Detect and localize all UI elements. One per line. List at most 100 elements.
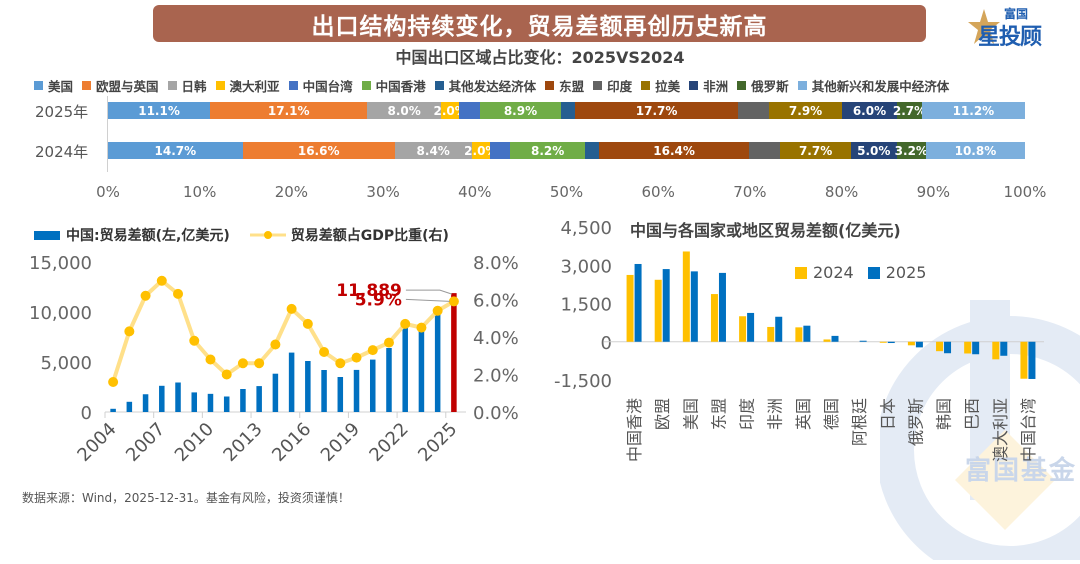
- trade-balance-bar-2025: [663, 269, 670, 342]
- trade-balance-bar-2025: [635, 264, 642, 342]
- x-tick-label: 2007: [122, 419, 169, 466]
- category-label: 中国台湾: [1019, 398, 1038, 462]
- stacked-segment: [561, 102, 575, 119]
- legend-swatch: [641, 81, 650, 90]
- segment-label: 7.9%: [789, 104, 822, 118]
- y-tick-label: 0: [601, 333, 612, 354]
- stacked-segment: 8.4%: [395, 142, 472, 159]
- trade-balance-bar-2024: [908, 342, 915, 346]
- legend-swatch: [798, 81, 807, 90]
- trade-balance-bar-2025: [832, 336, 839, 342]
- trade-balance-bar: [419, 331, 425, 412]
- annotation-leader: [406, 299, 450, 301]
- segment-label: 10.8%: [955, 144, 997, 158]
- legend-label: 印度: [607, 76, 632, 95]
- gdp-ratio-point: [108, 377, 118, 387]
- legend-swatch: [593, 81, 602, 90]
- y-left-tick-label: 5,000: [40, 353, 92, 374]
- trade-balance-bar: [127, 402, 133, 412]
- trade-balance-bar-2024: [936, 342, 943, 351]
- trade-balance-bar-2025: [775, 317, 782, 342]
- gdp-ratio-point: [270, 340, 280, 350]
- stacked-bar-2024: 14.7%16.6%8.4%2.0%8.2%16.4%7.7%5.0%3.2%1…: [108, 142, 1025, 159]
- trade-balance-bar-2025: [1000, 342, 1007, 356]
- category-label: 阿根廷: [850, 398, 869, 446]
- trade-balance-bar-2024: [627, 275, 634, 342]
- x-tick-label: 2022: [365, 419, 412, 466]
- segment-label: 5.0%: [857, 144, 890, 158]
- x-tick-label: 50%: [550, 183, 583, 201]
- stacked-segment: 6.0%: [842, 102, 897, 119]
- stacked-segment: [738, 102, 769, 119]
- legend-label: 美国: [48, 76, 73, 95]
- legend-swatch: [289, 81, 298, 90]
- segment-label: 6.0%: [853, 104, 886, 118]
- legend-label: 东盟: [559, 76, 584, 95]
- gdp-ratio-point: [303, 319, 313, 329]
- trade-balance-bar-2024: [739, 316, 746, 342]
- trade-balance-bar-2025: [972, 342, 979, 354]
- gdp-ratio-point: [238, 358, 248, 368]
- stacked-segment: [749, 142, 780, 159]
- stacked-segment: [585, 142, 599, 159]
- segment-label: 8.9%: [504, 104, 537, 118]
- trade-balance-bar-2025: [803, 326, 810, 342]
- trade-balance-bar-2024: [964, 342, 971, 354]
- legend-item: 东盟: [545, 76, 584, 95]
- legend-label: 欧盟与英国: [96, 76, 159, 95]
- legend-swatch: [216, 81, 225, 90]
- trade-balance-bar: [289, 353, 295, 412]
- trade-balance-bar-2024: [992, 342, 999, 360]
- trade-balance-bar: [159, 386, 165, 412]
- legend-swatch: [435, 81, 444, 90]
- gdp-ratio-point: [173, 289, 183, 299]
- category-label: 非洲: [766, 398, 785, 430]
- legend-item: 中国香港: [362, 76, 426, 95]
- gdp-ratio-point: [319, 347, 329, 357]
- legend-label: 其他新兴和发展中经济体: [812, 76, 950, 95]
- y-tick-label: -1,500: [554, 371, 612, 392]
- row-label-2024: 2024年: [35, 141, 88, 162]
- x-tick-label: 10%: [183, 183, 216, 201]
- legend-item: 日韩: [168, 76, 207, 95]
- category-label: 英国: [794, 398, 813, 430]
- legend-item: 拉美: [641, 76, 680, 95]
- x-tick-label: 2004: [73, 419, 120, 466]
- category-label: 韩国: [935, 398, 954, 430]
- segment-label: 17.1%: [268, 104, 310, 118]
- trade-balance-bar: [208, 394, 214, 412]
- category-label: 欧盟: [653, 398, 672, 430]
- trade-balance-bar: [321, 370, 327, 412]
- category-label: 俄罗斯: [906, 398, 925, 446]
- trade-balance-bar: [370, 360, 376, 412]
- stacked-segment: 14.7%: [108, 142, 243, 159]
- x-tick-label: 70%: [733, 183, 766, 201]
- trade-balance-bar-2025: [719, 273, 726, 342]
- trade-balance-bar: [386, 348, 392, 412]
- stacked-bar-2025: 11.1%17.1%8.0%2.0%8.9%17.7%7.9%6.0%2.7%1…: [108, 102, 1025, 119]
- legend-label: 中国台湾: [303, 76, 353, 95]
- stacked-chart-legend: 美国欧盟与英国日韩澳大利亚中国台湾中国香港其他发达经济体东盟印度拉美非洲俄罗斯其…: [34, 76, 1080, 95]
- x-tick-label: 90%: [917, 183, 950, 201]
- segment-label: 16.4%: [653, 144, 695, 158]
- trade-balance-bar-2025: [691, 271, 698, 341]
- stacked-segment: 2.0%: [472, 142, 490, 159]
- legend-swatch: [362, 81, 371, 90]
- category-label: 德国: [822, 398, 841, 430]
- gdp-ratio-point: [254, 358, 264, 368]
- y-left-tick-label: 10,000: [29, 303, 92, 324]
- legend-label: 非洲: [703, 76, 728, 95]
- data-source-note: 数据来源：Wind，2025-12-31。基金有风险，投资须谨慎！: [22, 489, 350, 506]
- gdp-ratio-point: [189, 336, 199, 346]
- category-label: 印度: [738, 398, 757, 430]
- legend-item: 其他发达经济体: [435, 76, 537, 95]
- x-tick-label: 80%: [825, 183, 858, 201]
- trade-balance-bar: [240, 389, 246, 412]
- segment-label: 3.2%: [895, 144, 928, 158]
- trade-balance-bar: [256, 386, 262, 412]
- y-tick-label: 4,500: [560, 218, 612, 239]
- gdp-ratio-point: [384, 338, 394, 348]
- segment-label: 8.4%: [417, 144, 450, 158]
- brand-logo: 富国 星投顾: [960, 3, 1075, 51]
- y-right-tick-label: 4.0%: [473, 328, 519, 349]
